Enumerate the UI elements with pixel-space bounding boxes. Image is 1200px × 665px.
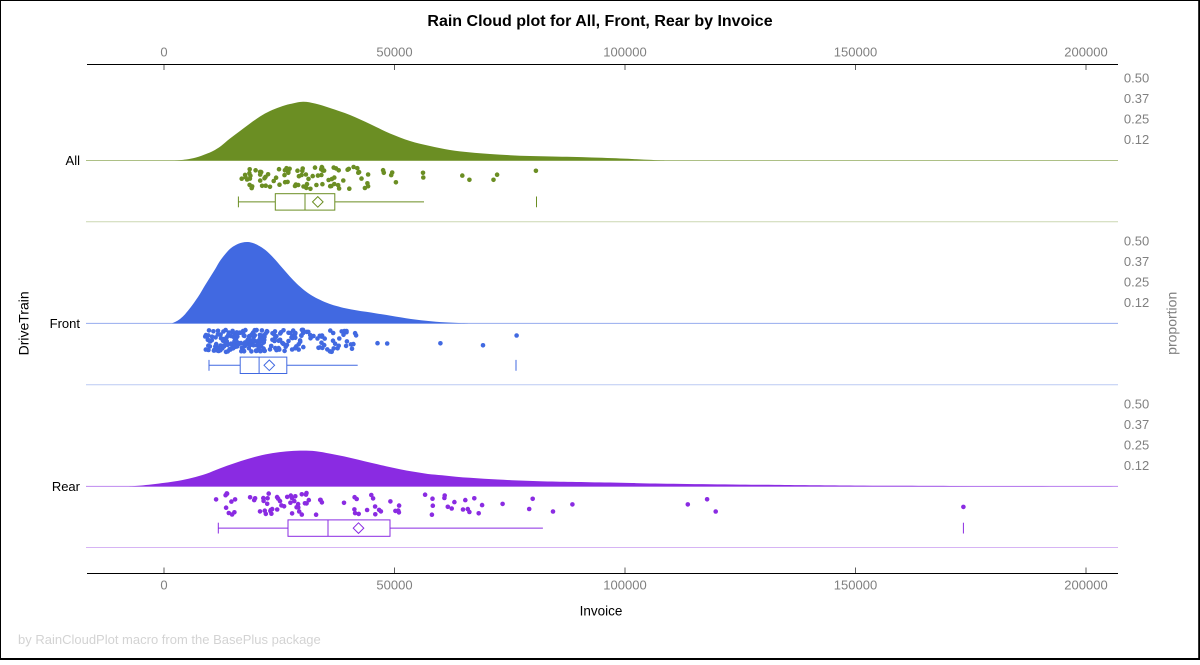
svg-text:200000: 200000 [1064, 577, 1107, 592]
svg-text:200000: 200000 [1064, 45, 1107, 60]
svg-text:150000: 150000 [834, 45, 877, 60]
svg-text:0.25: 0.25 [1124, 437, 1149, 452]
svg-text:by RainCloudPlot macro from th: by RainCloudPlot macro from the BasePlus… [18, 632, 321, 647]
svg-text:Rear: Rear [52, 479, 81, 494]
svg-text:0: 0 [160, 577, 167, 592]
svg-text:0: 0 [160, 45, 167, 60]
svg-text:DriveTrain: DriveTrain [16, 291, 32, 355]
svg-text:Rain Cloud plot for All, Front: Rain Cloud plot for All, Front, Rear by … [427, 13, 772, 30]
svg-text:0.37: 0.37 [1124, 91, 1149, 106]
svg-text:0.12: 0.12 [1124, 458, 1149, 473]
svg-text:0.50: 0.50 [1124, 233, 1149, 248]
svg-text:Invoice: Invoice [580, 604, 623, 619]
svg-text:All: All [66, 153, 81, 168]
svg-text:0.37: 0.37 [1124, 417, 1149, 432]
svg-text:0.25: 0.25 [1124, 112, 1149, 127]
svg-text:0.50: 0.50 [1124, 71, 1149, 86]
svg-text:100000: 100000 [603, 577, 646, 592]
svg-text:0.12: 0.12 [1124, 295, 1149, 310]
svg-text:0.12: 0.12 [1124, 132, 1149, 147]
svg-text:0.37: 0.37 [1124, 254, 1149, 269]
svg-text:100000: 100000 [603, 45, 646, 60]
svg-text:50000: 50000 [376, 45, 412, 60]
svg-text:proportion: proportion [1164, 292, 1180, 355]
svg-text:0.25: 0.25 [1124, 274, 1149, 289]
svg-text:150000: 150000 [834, 577, 877, 592]
svg-text:0.50: 0.50 [1124, 396, 1149, 411]
svg-text:Front: Front [50, 316, 81, 331]
svg-text:50000: 50000 [376, 577, 412, 592]
